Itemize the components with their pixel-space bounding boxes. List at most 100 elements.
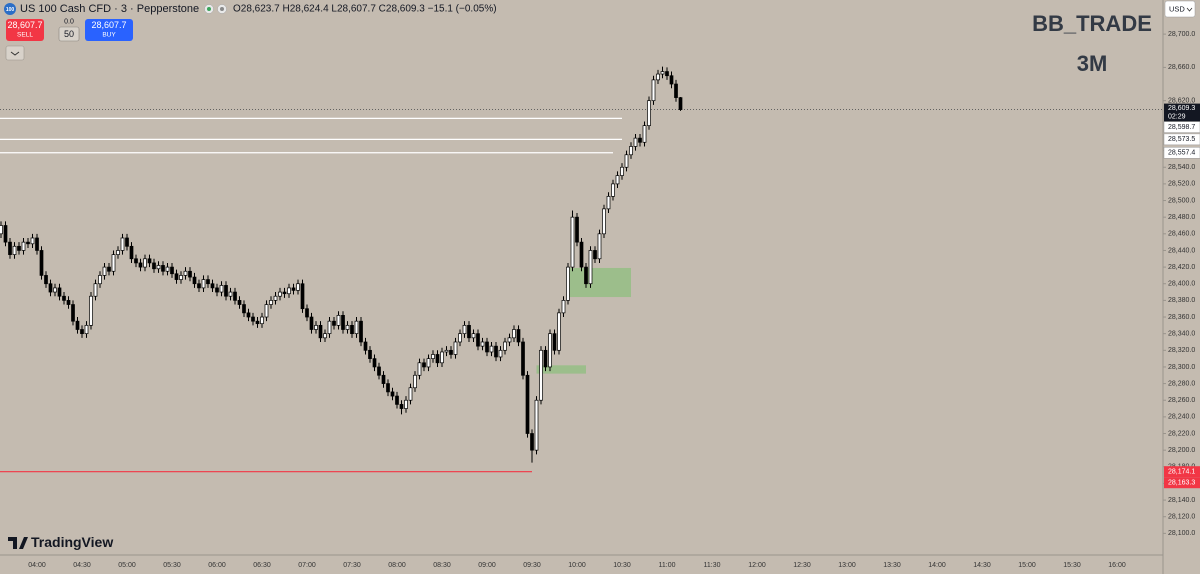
candle-body [543,349,548,368]
candle-body [318,324,323,339]
candle-body [422,362,426,368]
y-tick-label: 28,320.0 [1168,347,1195,354]
candle-body [134,258,138,264]
candle-body [179,275,183,280]
candle-body [372,358,377,368]
candle-body [377,366,381,376]
icon-text: 100 [6,7,15,13]
candle-body [647,100,651,126]
sell-price: 28,607.7 [7,20,42,30]
y-tick-label: 28,260.0 [1168,397,1195,404]
candle-body [165,266,170,272]
level-label: 28,598.7 [1168,124,1195,131]
buy-button[interactable] [85,19,133,41]
candle-body [287,287,291,295]
candle-body [332,320,336,326]
x-tick-label: 13:00 [838,562,856,569]
candle-body [498,349,503,358]
candle-body [651,79,656,102]
candle-body [183,270,188,276]
candle-body [192,276,197,285]
candle-body [449,349,453,355]
y-tick-label: 28,340.0 [1168,331,1195,338]
y-tick-label: 28,520.0 [1168,181,1195,188]
candle-body [471,333,476,339]
candle-body [305,308,309,318]
level-badge [1164,466,1200,478]
candle-body [125,237,129,247]
candle-body [26,241,30,245]
chevron [10,51,20,56]
candle-body [21,241,26,251]
candle-body [57,287,62,297]
candle-body [35,237,39,251]
candle-body [161,265,165,272]
y-tick-label: 28,480.0 [1168,214,1195,221]
candle-body [354,320,359,335]
candle-body [129,245,134,260]
ohlc: O28,623.7 H28,624.4 L28,607.7 C28,609.3 … [233,4,497,15]
y-tick-label: 28,420.0 [1168,264,1195,271]
candle-body [84,324,89,335]
candle-body [48,283,53,293]
sell-button[interactable] [6,19,44,41]
candle-body [188,270,192,278]
candle-body [453,341,458,355]
candle-body [228,291,233,297]
quantity-box[interactable] [58,26,80,42]
candle-body [678,97,683,110]
candle-body [480,341,485,347]
candle-body [156,265,161,270]
y-tick-label: 28,540.0 [1168,164,1195,171]
candle-body [3,225,8,243]
candle-body [309,316,314,330]
candle-body [30,237,35,245]
y-tick-label: 28,300.0 [1168,364,1195,371]
candle-body [489,345,494,353]
candle-body [381,374,386,384]
candle-body [426,358,431,368]
x-tick-label: 05:30 [163,562,181,569]
candle-body [273,295,278,301]
candle-body [642,125,647,143]
candle-body [219,285,224,293]
candle-body [66,300,71,305]
collapse-button[interactable] [5,45,25,61]
candle-body [359,320,363,343]
x-tick-label: 06:00 [208,562,226,569]
candle-body [255,320,260,325]
y-tick-label: 28,100.0 [1168,530,1195,537]
candle-body [530,433,534,451]
candle-body [260,316,264,325]
candle-body [107,266,111,272]
level-label: 28,163.3 [1168,480,1195,487]
candle-body [575,216,579,243]
x-tick-label: 08:30 [433,562,451,569]
level-label: 28,174.1 [1168,469,1195,476]
candle-body [593,250,597,260]
currency-button[interactable] [1164,0,1196,18]
candle-body [197,283,201,289]
candle-body [431,354,435,359]
y-tick-label: 28,460.0 [1168,231,1195,238]
candle-body [278,291,282,297]
candle-body [602,208,606,235]
candle-body [75,320,80,330]
candle-body [624,154,629,168]
candle-body [98,275,102,285]
level-badge [1163,121,1200,133]
candle-body [606,196,611,210]
candle-body [557,312,561,351]
candle-body [237,300,242,305]
logo-text: TradingView [31,534,113,550]
candle-body [633,137,638,147]
x-tick-label: 12:00 [748,562,766,569]
candle-body [435,354,440,364]
candle-body [93,283,98,297]
candle-body [507,337,512,343]
candle-body [62,295,66,301]
candle-body [291,287,296,291]
logo-icon [8,537,28,549]
candle-body [417,362,422,376]
